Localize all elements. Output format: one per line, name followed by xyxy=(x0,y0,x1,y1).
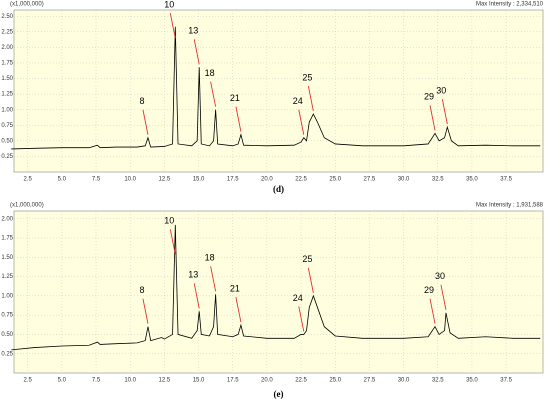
annotation-pointer xyxy=(307,85,314,112)
annotation-pointer xyxy=(169,13,176,39)
x-tick-label: 7.5 xyxy=(92,378,101,384)
x-tick-label: 22.5 xyxy=(295,378,307,384)
x-tick-label: 2.5 xyxy=(23,378,32,384)
y-tick-label: 2.50 xyxy=(1,14,13,20)
y-unit-label: (x1,000,000) xyxy=(10,203,44,209)
annotation-label: 18 xyxy=(205,253,215,263)
x-tick-label: 15.0 xyxy=(193,177,205,183)
y-tick-label: 1.50 xyxy=(1,255,13,261)
annotation-pointer xyxy=(193,39,200,65)
x-tick-label: 12.5 xyxy=(159,378,171,384)
annotation-pointer xyxy=(298,306,305,332)
x-tick-label: 35.0 xyxy=(466,378,478,384)
annotation-pointer xyxy=(142,298,149,324)
x-tick-label: 17.5 xyxy=(227,177,239,183)
annotation-label: 10 xyxy=(164,0,174,10)
y-tick-label: 0.50 xyxy=(1,138,13,144)
x-tick-label: 25.0 xyxy=(329,177,341,183)
y-tick-label: 0.50 xyxy=(1,332,13,338)
y-tick-label: 2.00 xyxy=(1,45,13,51)
y-tick-label: 0.25 xyxy=(1,351,13,357)
caption: (e) xyxy=(274,389,284,399)
annotation-pointer xyxy=(210,266,217,292)
y-tick-label: 1.00 xyxy=(1,107,13,113)
x-tick-label: 17.5 xyxy=(227,378,239,384)
y-tick-label: 1.75 xyxy=(1,61,13,67)
annotation-label: 30 xyxy=(435,271,445,281)
x-tick-label: 30.0 xyxy=(398,378,410,384)
annotation-label: 24 xyxy=(293,96,303,106)
x-tick-label: 5.0 xyxy=(58,378,67,384)
annotation-label: 25 xyxy=(302,254,312,264)
x-tick-label: 32.5 xyxy=(432,177,444,183)
x-tick-label: 30.0 xyxy=(398,177,410,183)
max-intensity: Max Intensity : 2,334,510 xyxy=(476,2,544,8)
y-tick-label: 2.00 xyxy=(1,216,13,222)
annotation-label: 29 xyxy=(424,285,434,295)
annotation-pointer xyxy=(307,267,314,293)
annotation-label: 24 xyxy=(293,293,303,303)
annotation-label: 21 xyxy=(230,284,240,294)
annotation-pointer xyxy=(193,283,200,309)
x-tick-label: 5.0 xyxy=(58,177,67,183)
x-tick-label: 27.5 xyxy=(364,177,376,183)
y-tick-label: 2.25 xyxy=(1,29,13,35)
annotation-label: 8 xyxy=(139,285,144,295)
y-tick-label: 1.75 xyxy=(1,236,13,242)
annotation-label: 21 xyxy=(230,93,240,103)
x-tick-label: 37.5 xyxy=(500,378,512,384)
y-tick-label: 1.25 xyxy=(1,92,13,98)
x-tick-label: 32.5 xyxy=(432,378,444,384)
annotation-label: 18 xyxy=(205,68,215,78)
annotation-label: 10 xyxy=(164,216,174,226)
max-intensity: Max Intensity : 1,931,588 xyxy=(476,203,544,209)
x-tick-label: 27.5 xyxy=(364,378,376,384)
x-tick-label: 37.5 xyxy=(500,177,512,183)
x-tick-label: 10.0 xyxy=(124,177,136,183)
annotation-label: 30 xyxy=(436,86,446,96)
x-tick-label: 20.0 xyxy=(261,378,273,384)
annotation-pointer xyxy=(210,81,217,107)
y-tick-label: 1.00 xyxy=(1,293,13,299)
annotation-pointer xyxy=(429,298,436,324)
x-tick-label: 20.0 xyxy=(261,177,273,183)
plot-area xyxy=(13,9,544,173)
y-tick-label: 1.50 xyxy=(1,76,13,82)
x-tick-label: 22.5 xyxy=(295,177,307,183)
annotation-pointer xyxy=(235,106,242,132)
annotation-pointer xyxy=(169,229,176,255)
x-tick-label: 2.5 xyxy=(23,177,32,183)
annotation-pointer xyxy=(440,284,447,310)
annotation-label: 8 xyxy=(139,96,144,106)
annotation-label: 29 xyxy=(424,92,434,102)
x-tick-label: 7.5 xyxy=(92,177,101,183)
annotation-pointer xyxy=(441,99,448,125)
caption: (d) xyxy=(273,184,284,194)
x-tick-label: 12.5 xyxy=(159,177,171,183)
annotation-pointer xyxy=(429,105,436,131)
x-tick-label: 10.0 xyxy=(124,378,136,384)
x-tick-label: 35.0 xyxy=(466,177,478,183)
annotation-pointer xyxy=(235,297,242,323)
annotation-label: 13 xyxy=(188,26,198,36)
plot-area xyxy=(13,210,544,374)
y-tick-label: 1.25 xyxy=(1,274,13,280)
y-unit-label: (x1,000,000) xyxy=(10,2,44,8)
y-tick-label: 0.75 xyxy=(1,123,13,129)
annotation-pointer xyxy=(298,109,305,135)
annotation-pointer xyxy=(142,109,149,135)
x-tick-label: 15.0 xyxy=(193,378,205,384)
y-tick-label: 0.25 xyxy=(1,154,13,160)
trace xyxy=(11,26,541,150)
trace xyxy=(11,224,541,351)
y-tick-label: 0.75 xyxy=(1,313,13,319)
annotation-label: 13 xyxy=(188,270,198,280)
annotation-label: 25 xyxy=(302,72,312,82)
x-tick-label: 25.0 xyxy=(329,378,341,384)
